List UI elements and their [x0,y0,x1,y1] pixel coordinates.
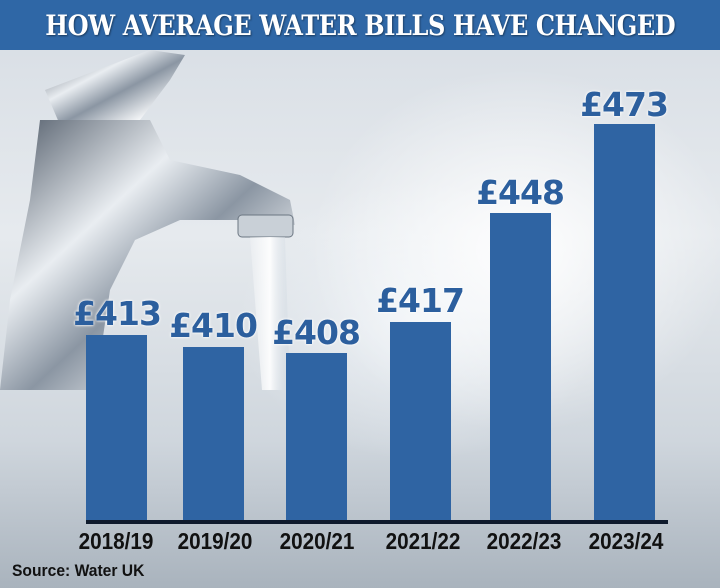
title-bar: HOW AVERAGE WATER BILLS HAVE CHANGED [0,0,720,50]
value-label-2018-19: £413 [73,294,162,333]
value-label-2022-23: £448 [476,173,565,212]
x-tick-2021-22: 2021/22 [385,528,461,554]
value-label-2020-21: £408 [272,313,361,352]
x-tick-2018-19: 2018/19 [78,528,154,554]
value-label-2021-22: £417 [376,281,465,320]
faucet-illustration [0,50,295,390]
x-tick-2019-20: 2019/20 [177,528,253,554]
x-tick-2022-23: 2022/23 [486,528,562,554]
bar-2019-20 [183,347,244,521]
bar-2021-22 [390,322,451,521]
chart-title: HOW AVERAGE WATER BILLS HAVE CHANGED [45,8,675,42]
value-label-2023-24: £473 [580,85,669,124]
bar-2023-24 [594,124,655,521]
x-tick-2023-24: 2023/24 [588,528,664,554]
x-axis-line [86,520,668,524]
bar-2022-23 [490,213,551,521]
bar-2018-19 [86,335,147,521]
source-note: Source: Water UK [12,561,145,580]
x-tick-2020-21: 2020/21 [279,528,355,554]
bar-2020-21 [286,353,347,521]
value-label-2019-20: £410 [169,306,258,345]
